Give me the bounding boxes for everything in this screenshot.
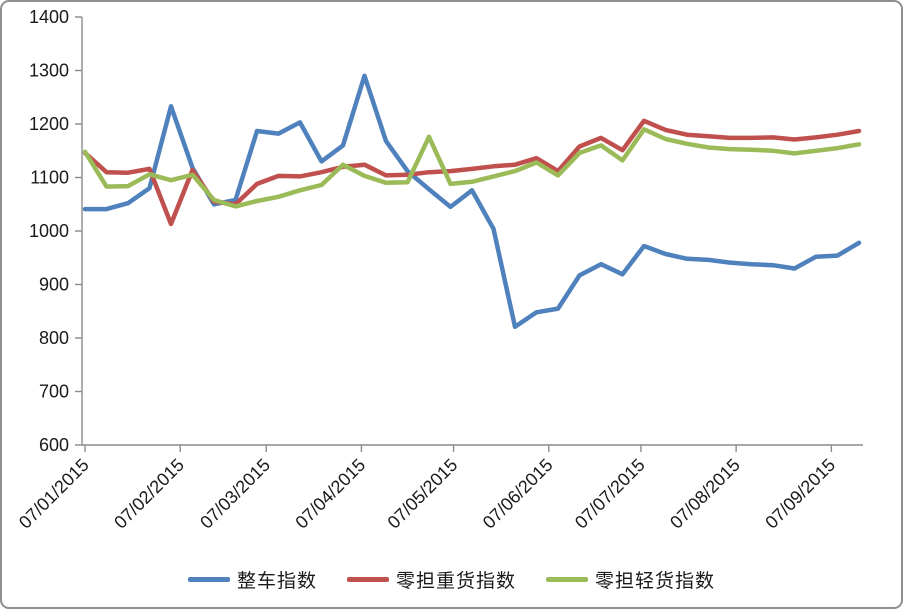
- legend-swatch-red: [346, 577, 389, 582]
- x-axis-tick-label: 07/07/2015: [571, 455, 649, 533]
- y-axis-tick-label: 1000: [29, 221, 69, 241]
- y-axis-tick-label: 700: [39, 382, 69, 402]
- series-line-1-ltl-heavy: [82, 118, 862, 227]
- y-axis-tick-label: 600: [39, 435, 69, 455]
- y-axis-tick-label: 1200: [29, 114, 69, 134]
- legend-label: 零担轻货指数: [595, 571, 716, 592]
- y-axis-tick-label: 1300: [29, 61, 69, 81]
- y-axis-tick-label: 800: [39, 328, 69, 348]
- y-axis-tick-label: 900: [39, 275, 69, 295]
- chart-legend: 整车指数 零担重货指数 零担轻货指数: [2, 566, 901, 593]
- x-axis-tick-label: 07/05/2015: [384, 455, 462, 533]
- x-axis-tick-label: 07/03/2015: [196, 455, 274, 533]
- x-axis-tick-label: 07/01/2015: [15, 455, 93, 533]
- legend-item-ltl-light-index: 零担轻货指数: [546, 566, 715, 593]
- legend-label: 零担重货指数: [395, 571, 516, 592]
- x-axis-tick-label: 07/08/2015: [666, 455, 744, 533]
- x-axis-tick-label: 07/06/2015: [479, 455, 557, 533]
- y-axis-tick-label: 1400: [29, 7, 69, 27]
- series-line-0-full-truckload: [82, 73, 862, 330]
- series-line-2-ltl-light: [82, 127, 862, 209]
- x-axis-tick-label: 07/04/2015: [291, 455, 369, 533]
- legend-item-ltl-heavy-index: 零担重货指数: [346, 566, 516, 593]
- legend-swatch-blue: [187, 577, 230, 582]
- legend-swatch-green: [546, 577, 588, 582]
- x-axis-tick-label: 07/02/2015: [110, 455, 188, 533]
- legend-label: 整车指数: [236, 571, 317, 592]
- y-axis-tick-label: 1100: [30, 168, 69, 188]
- legend-item-full-truckload-index: 整车指数: [187, 566, 317, 593]
- x-axis-tick-label: 07/09/2015: [761, 455, 839, 533]
